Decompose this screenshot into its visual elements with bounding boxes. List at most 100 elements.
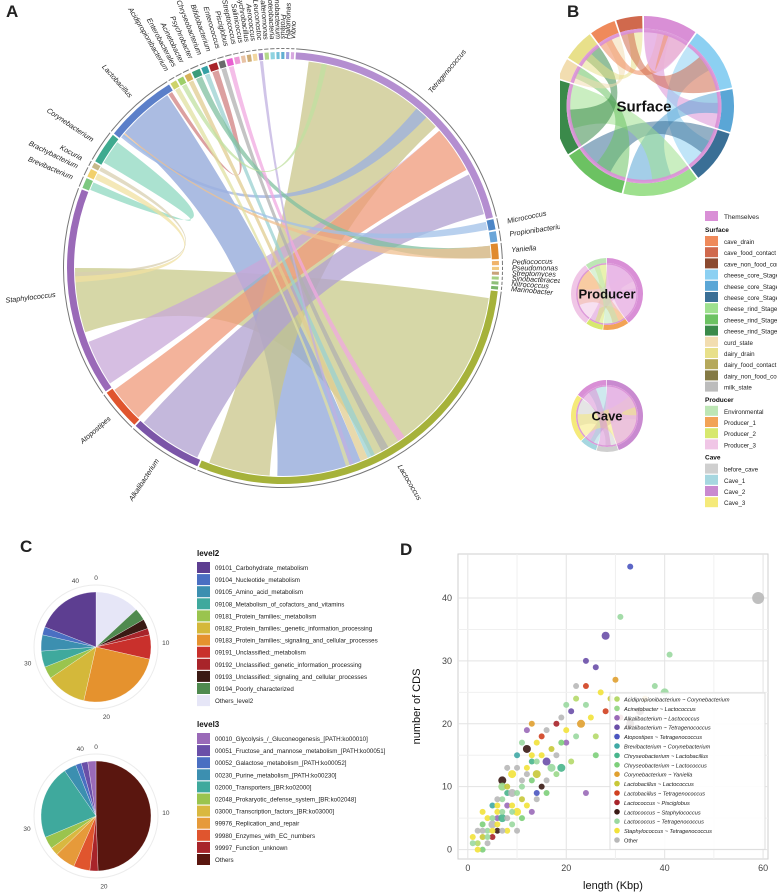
legend-item-label: cheese_core_Stage_3 bbox=[724, 295, 777, 302]
circle-arc bbox=[689, 33, 733, 90]
circle-title: Surface bbox=[616, 98, 671, 115]
scatter-point bbox=[538, 752, 545, 759]
arc-streptomyces bbox=[491, 271, 499, 275]
scatter-point bbox=[508, 788, 517, 797]
arc-staphylococcus bbox=[67, 189, 112, 392]
y-axis-label: number of CDS bbox=[411, 669, 423, 745]
scatter-point bbox=[489, 827, 496, 834]
pie-legend-swatch bbox=[197, 574, 210, 586]
scatter-point bbox=[601, 631, 610, 640]
scatter-point bbox=[474, 827, 481, 834]
scatter-point bbox=[573, 733, 580, 740]
legend-swatch bbox=[705, 314, 718, 325]
arc-track-enterobacterales bbox=[175, 72, 182, 77]
scatter-point bbox=[587, 714, 594, 721]
pie-legend-label: 99980_Enzymes_with_EC_numbers bbox=[215, 833, 315, 840]
scatter-point bbox=[509, 808, 516, 815]
pie-legend-title: level3 bbox=[197, 720, 220, 729]
legend-item-label: Cave_1 bbox=[724, 478, 746, 485]
arc-nitrococcus bbox=[491, 281, 499, 285]
scatter-point bbox=[538, 733, 545, 740]
genus-label: Proteus bbox=[279, 14, 288, 39]
pie-legend-label: 09183_Protein_families:_signaling_and_ce… bbox=[215, 638, 378, 645]
arc-track-micrococcus bbox=[496, 218, 500, 229]
pie-legend-label: 09193_Unclassified:_signaling_and_cellul… bbox=[215, 674, 367, 681]
arc-acidipropionibacterium bbox=[170, 80, 180, 90]
arc-track-atopostipes bbox=[103, 394, 133, 428]
arc-brevibacterium bbox=[82, 178, 93, 191]
legend-item-label: Producer_3 bbox=[724, 442, 757, 449]
scatter-point bbox=[577, 719, 586, 728]
pie-legend-label: 09182_Protein_families:_genetic_informat… bbox=[215, 626, 373, 633]
ribbon-acinetobacter-lactococcus bbox=[188, 80, 368, 461]
scatter-point bbox=[494, 796, 501, 803]
arc-track-streptomyces bbox=[501, 271, 503, 276]
scatter-legend-swatch bbox=[614, 818, 620, 824]
arc-track-aerococcus bbox=[252, 49, 257, 52]
pie-legend-title: level2 bbox=[197, 549, 220, 558]
arc-kocuria bbox=[91, 162, 101, 171]
circle-arc bbox=[581, 437, 598, 451]
ribbon-brachybacterium-staphylococcus bbox=[75, 173, 186, 283]
arc-track-marinobacter bbox=[500, 286, 503, 290]
legend-swatch bbox=[705, 381, 718, 392]
pie-slice bbox=[87, 760, 97, 817]
arc-psychrobacter bbox=[191, 68, 203, 79]
circle-inner-arc bbox=[570, 65, 581, 84]
pie-legend-label: 00010_Glycolysis_/_Gluconeogenesis_[PATH… bbox=[215, 736, 368, 743]
scatter-point bbox=[543, 777, 550, 784]
scatter-point bbox=[479, 808, 486, 815]
pie-legend-label: Others bbox=[215, 857, 234, 864]
scatter-point bbox=[582, 683, 589, 690]
scatter-point bbox=[484, 827, 491, 834]
scatter-legend-swatch bbox=[614, 705, 620, 712]
arc-pseudomonas bbox=[491, 266, 500, 271]
panel-label-b: B bbox=[567, 2, 580, 21]
arc-yaniella bbox=[490, 243, 499, 260]
scatter-point bbox=[563, 701, 570, 708]
y-tick-label: 20 bbox=[442, 719, 452, 729]
arc-gammaproteobacteria bbox=[270, 52, 275, 60]
scatter-point bbox=[528, 720, 535, 727]
circle-inner-arc bbox=[576, 398, 586, 438]
circle-arc bbox=[586, 319, 604, 330]
arc-track-vibrio bbox=[291, 48, 295, 50]
scatter-point bbox=[504, 815, 511, 822]
scatter-point bbox=[509, 821, 516, 828]
pie-tick-label: 0 bbox=[94, 744, 98, 751]
circle-ribbon bbox=[573, 66, 630, 180]
pie-legend-swatch bbox=[197, 817, 210, 829]
pie-tick-label: 40 bbox=[77, 746, 85, 753]
pie-legend-swatch bbox=[197, 670, 210, 682]
circle-inner-arc bbox=[626, 165, 690, 184]
genus-label: Halomonas bbox=[283, 2, 293, 39]
genus-label: Pediococcus bbox=[512, 257, 553, 267]
pie-legend-label: 02000_Transporters_[BR:ko02000] bbox=[215, 784, 312, 791]
circle-inner-arc bbox=[687, 43, 720, 91]
arc-enterococcus bbox=[218, 60, 227, 69]
genus-label: Staphylococcus bbox=[5, 290, 56, 305]
arc-atopostipes bbox=[106, 388, 140, 425]
scatter-point bbox=[533, 789, 540, 796]
circle-arc bbox=[596, 445, 619, 452]
scatter-legend-label: Corynebacterium ~ Yaniella bbox=[624, 773, 692, 779]
x-tick-label: 60 bbox=[758, 863, 768, 873]
scatter-legend-swatch bbox=[614, 780, 620, 787]
legend-item-label: Producer_1 bbox=[724, 420, 757, 427]
scatter-legend-swatch bbox=[614, 771, 620, 777]
legend-swatch bbox=[705, 486, 718, 496]
scatter-point bbox=[582, 657, 589, 664]
ribbons bbox=[75, 60, 491, 476]
scatter-point bbox=[543, 727, 550, 734]
arc-track-nitrococcus bbox=[501, 281, 503, 286]
scatter-legend-label: Alkalibacterium ~ Tetragenococcus bbox=[623, 726, 711, 732]
scatter-legend-label: Lactobacillus ~ Tetragenococcus bbox=[624, 792, 705, 798]
arc-track-corynebacterium bbox=[91, 132, 111, 160]
scatter-legend-box bbox=[609, 692, 766, 850]
legend-swatch bbox=[705, 269, 718, 280]
pie-legend-swatch bbox=[197, 769, 210, 781]
pie-legend-label: 09181_Protein_families:_metabolism bbox=[215, 613, 316, 620]
scatter-point bbox=[523, 764, 530, 771]
pie-legend-label: 02048_Prokaryotic_defense_system_[BR:ko0… bbox=[215, 797, 356, 804]
scatter-point bbox=[548, 745, 555, 752]
